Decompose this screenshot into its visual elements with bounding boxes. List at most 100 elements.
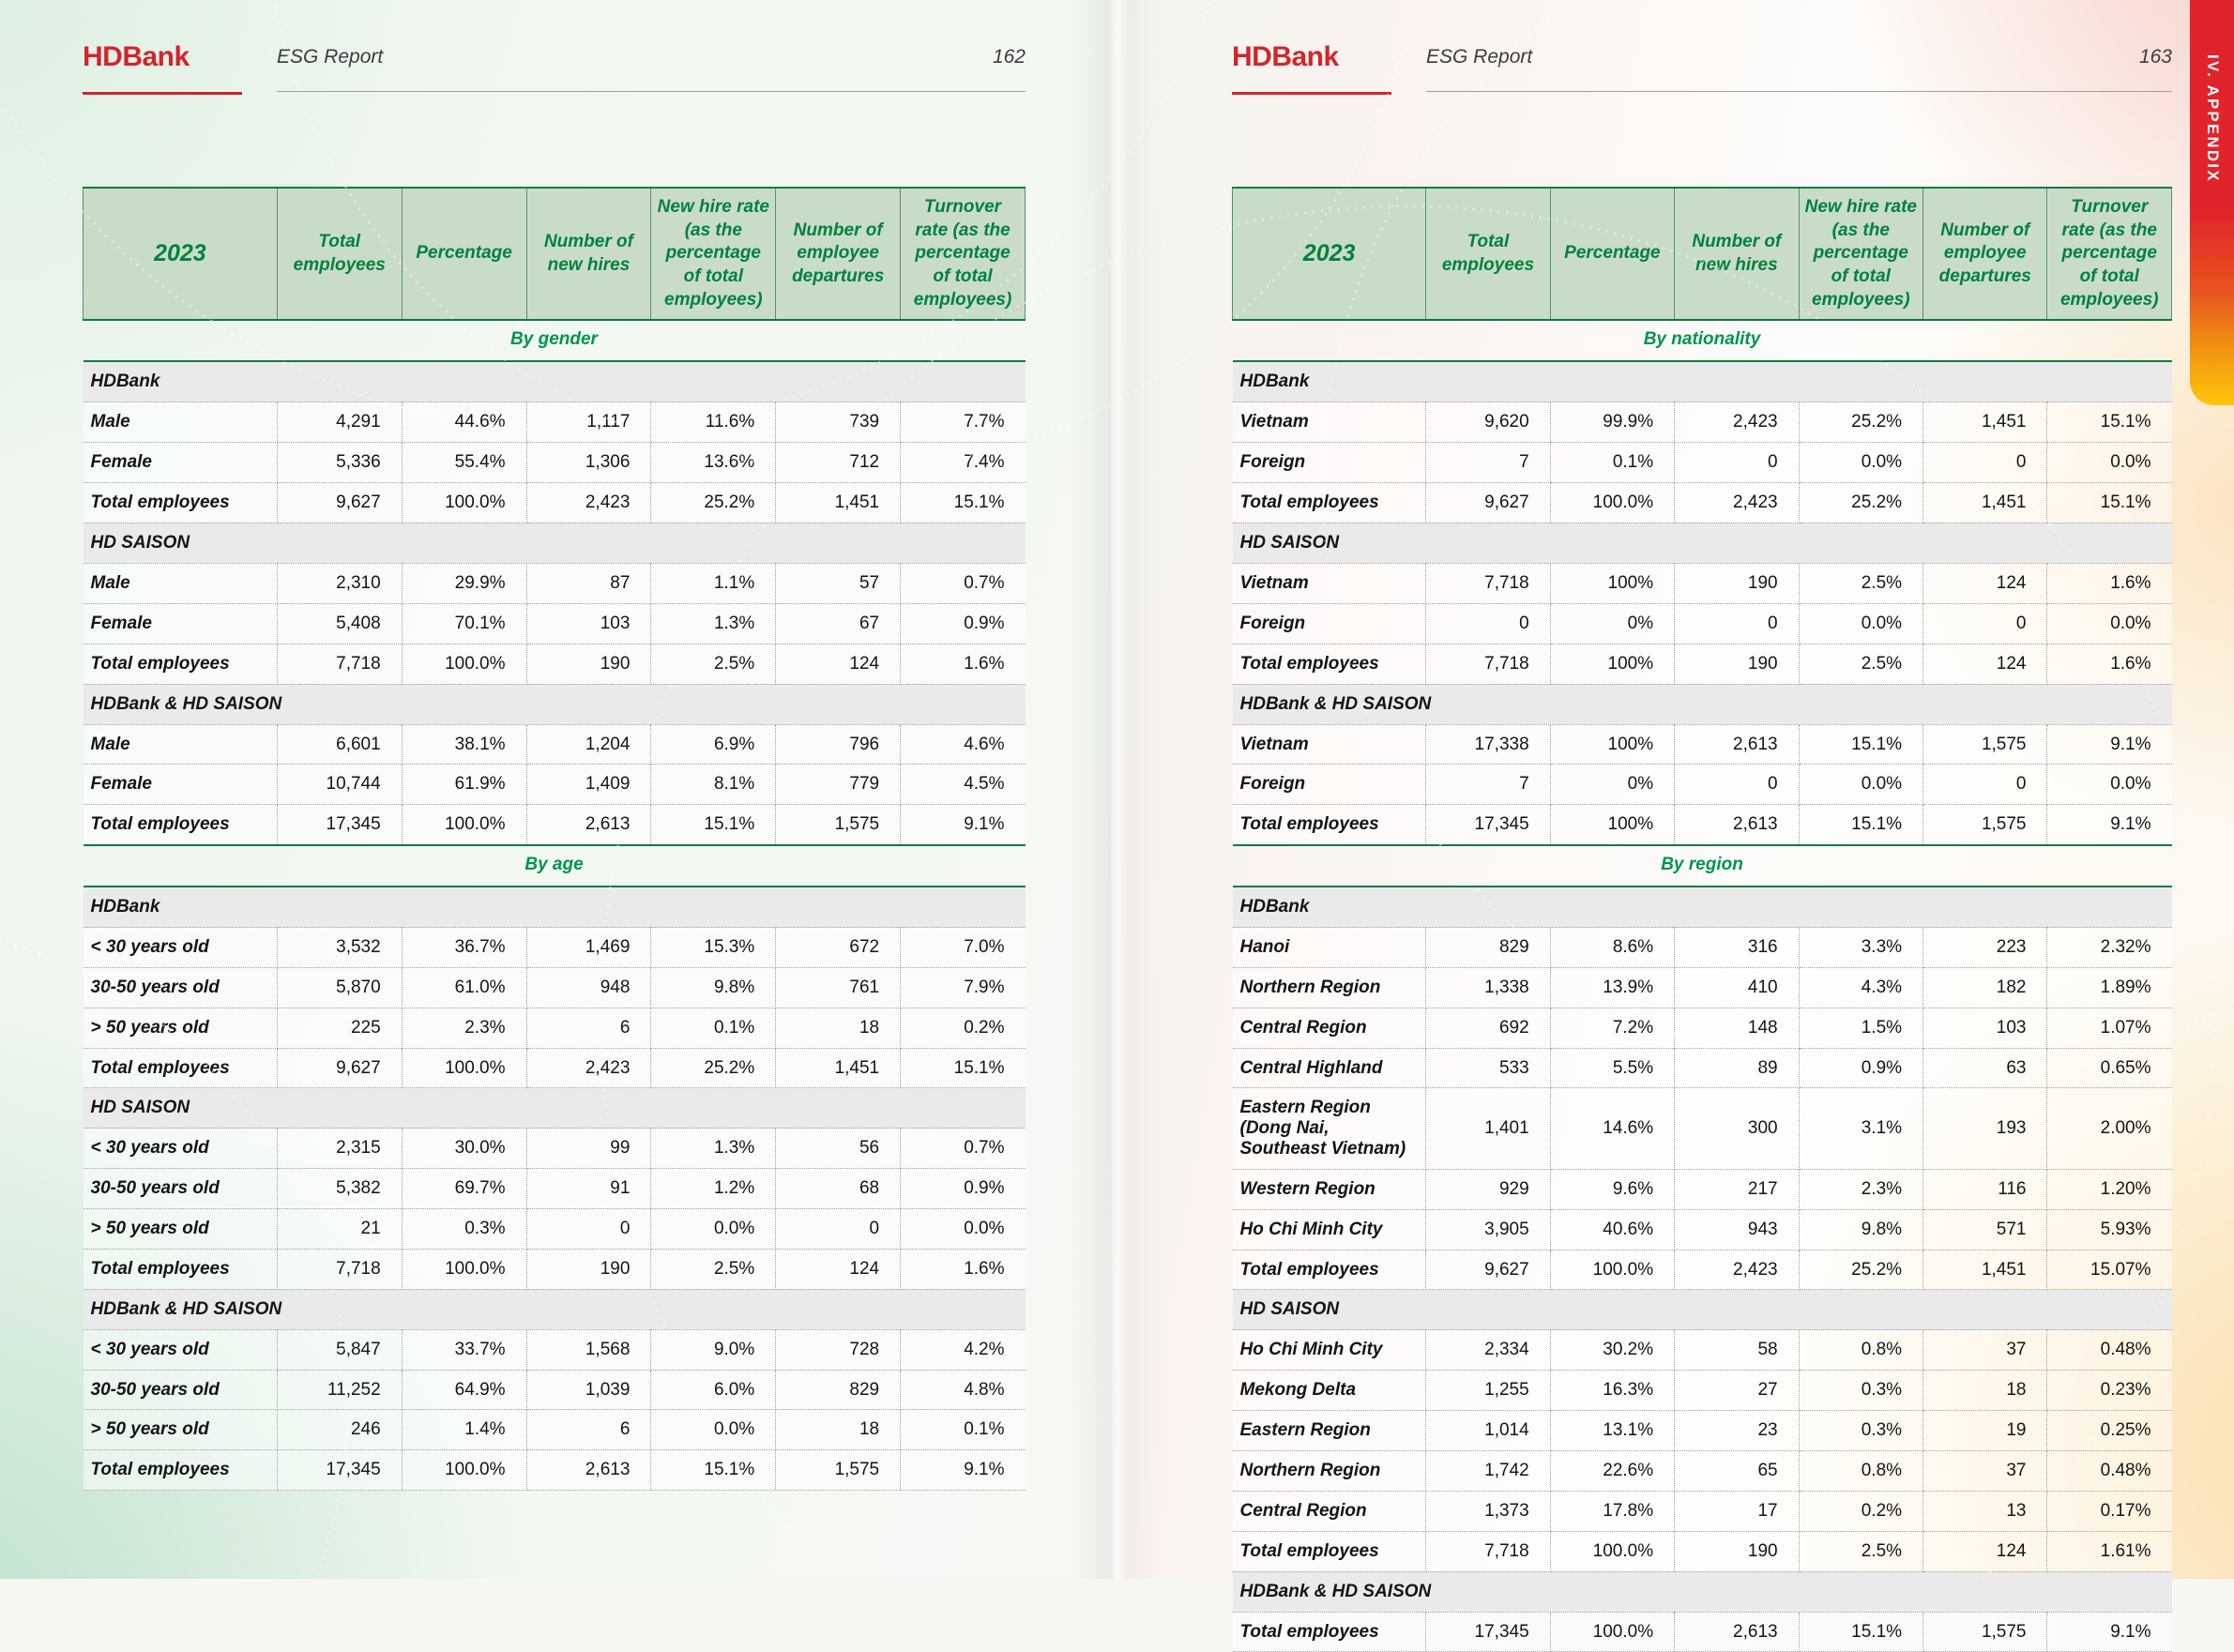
table-row: Central Region 692 7.2% 148 1.5% 103 1.07%: [1232, 1008, 2172, 1049]
cell: 0.0%: [650, 1409, 777, 1451]
table-row: 30-50 years old 5,382 69.7% 91 1.2% 68 0.9%: [83, 1168, 1026, 1210]
cell: 217: [1674, 1169, 1800, 1210]
cell: 1,451: [775, 482, 902, 523]
report-table: 2023 Total employees Percentage Number of n…: [1231, 186, 2172, 1652]
appendix-section-tab: IV. APPENDIX: [2190, 0, 2234, 405]
cell: 15.1%: [2046, 482, 2172, 523]
group-header-row: HDBank: [1232, 361, 2172, 403]
row-label: Female: [83, 764, 278, 806]
row-label: Total employees: [83, 482, 278, 523]
row-label: Total employees: [83, 644, 278, 685]
cell: 300: [1674, 1087, 1800, 1170]
cell: 17,345: [1425, 804, 1551, 846]
cell: 8.6%: [1550, 927, 1676, 968]
cell: 0: [1922, 603, 2048, 644]
cell: 100.0%: [1550, 1612, 1676, 1652]
cell: 7: [1425, 764, 1551, 806]
table-row: Western Region 929 9.6% 217 2.3% 116 1.20%: [1232, 1169, 2172, 1210]
cell: 15.3%: [650, 927, 777, 968]
group-header-label: HDBank: [83, 887, 1026, 929]
cell: 2.5%: [1799, 1531, 1924, 1572]
cell: 1,575: [775, 804, 902, 846]
table-row: > 50 years old 246 1.4% 6 0.0% 18 0.1%: [83, 1409, 1026, 1451]
logo-underline: [83, 92, 242, 95]
cell: 44.6%: [402, 402, 527, 444]
cell: 246: [277, 1409, 403, 1451]
group-header-row: HDBank & HD SAISON: [83, 1289, 1026, 1330]
cell: 0.0%: [2046, 764, 2172, 806]
cell: 1.6%: [900, 1249, 1026, 1290]
row-label: 30-50 years old: [83, 967, 278, 1008]
cell: 5,336: [277, 442, 403, 484]
cell: 948: [526, 967, 652, 1008]
cell: 1,409: [526, 764, 652, 806]
section-band-label: By region: [1232, 844, 2172, 888]
row-label: Central Region: [1232, 1008, 1427, 1049]
cell: 124: [775, 1249, 902, 1290]
cell: 0.3%: [1799, 1370, 1924, 1412]
row-label: Eastern Region: [1232, 1410, 1427, 1451]
cell: 17: [1674, 1491, 1800, 1532]
group-header-row: HD SAISON: [1232, 523, 2172, 564]
cell: 4,291: [277, 402, 403, 444]
cell: 29.9%: [402, 563, 527, 604]
column-header: 2023: [1231, 186, 1427, 322]
cell: 190: [1674, 1531, 1800, 1572]
cell: 18: [1922, 1370, 2048, 1412]
row-label: < 30 years old: [83, 1329, 278, 1371]
cell: 15.1%: [900, 1048, 1026, 1089]
cell: 3,532: [277, 927, 403, 968]
logo-block: HDBank: [83, 43, 277, 95]
table-row: Vietnam 7,718 100% 190 2.5% 124 1.6%: [1232, 563, 2172, 604]
cell: 0: [1425, 603, 1551, 644]
cell: 2,315: [277, 1128, 403, 1170]
cell: 15.1%: [900, 482, 1026, 523]
cell: 17,338: [1425, 724, 1551, 765]
cell: 739: [775, 402, 902, 444]
cell: 15.1%: [2046, 402, 2172, 444]
appendix-tab-label: IV. APPENDIX: [2204, 54, 2221, 183]
cell: 0: [775, 1208, 902, 1250]
cell: 1,039: [526, 1370, 652, 1411]
page-163: HDBank ESG Report 163 2023 Total employee…: [1117, 0, 2234, 1652]
cell: 13.6%: [650, 442, 777, 484]
cell: 11,252: [277, 1370, 403, 1411]
cell: 1.89%: [2046, 967, 2172, 1008]
cell: 25.2%: [1799, 482, 1924, 523]
cell: 190: [1674, 644, 1800, 685]
cell: 7.0%: [900, 927, 1026, 968]
cell: 2.5%: [650, 1249, 777, 1290]
cell: 1,451: [1922, 1250, 2048, 1291]
row-label: Total employees: [1232, 644, 1427, 685]
table-row: < 30 years old 2,315 30.0% 99 1.3% 56 0.7%: [83, 1128, 1026, 1170]
group-header-row: HD SAISON: [83, 1087, 1026, 1129]
cell: 2.5%: [1799, 563, 1924, 604]
cell: 9.0%: [650, 1329, 777, 1371]
row-label: Total employees: [1232, 1612, 1427, 1652]
row-label: Total employees: [83, 1048, 278, 1089]
cell: 410: [1674, 967, 1800, 1008]
cell: 0.65%: [2046, 1048, 2172, 1089]
cell: 223: [1922, 927, 2048, 968]
cell: 61.0%: [402, 967, 527, 1008]
cell: 6.9%: [650, 724, 777, 765]
row-label: Ho Chi Minh City: [1232, 1209, 1427, 1250]
cell: 68: [775, 1168, 902, 1210]
cell: 0: [1674, 603, 1800, 644]
table-row: Total employees 7,718 100% 190 2.5% 124 1.6%: [1232, 644, 2172, 685]
header-rule: [1426, 91, 2172, 92]
cell: 7,718: [277, 1249, 403, 1290]
row-label: Female: [83, 603, 278, 644]
table-row: Total employees 9,627 100.0% 2,423 25.2% 1,45…: [1232, 482, 2172, 523]
page-header: HDBank ESG Report 162: [83, 43, 1026, 95]
cell: 1,306: [526, 442, 652, 484]
cell: 2,613: [1674, 1612, 1800, 1652]
column-header-row: 2023 Total employees Percentage Number of n…: [83, 186, 1026, 322]
group-header-label: HD SAISON: [1232, 523, 2172, 564]
row-label: < 30 years old: [83, 927, 278, 968]
row-label: Ho Chi Minh City: [1232, 1329, 1427, 1372]
cell: 100%: [1550, 804, 1676, 846]
row-label: Foreign: [1232, 442, 1427, 484]
cell: 99.9%: [1550, 402, 1676, 444]
cell: 103: [1922, 1008, 2048, 1049]
